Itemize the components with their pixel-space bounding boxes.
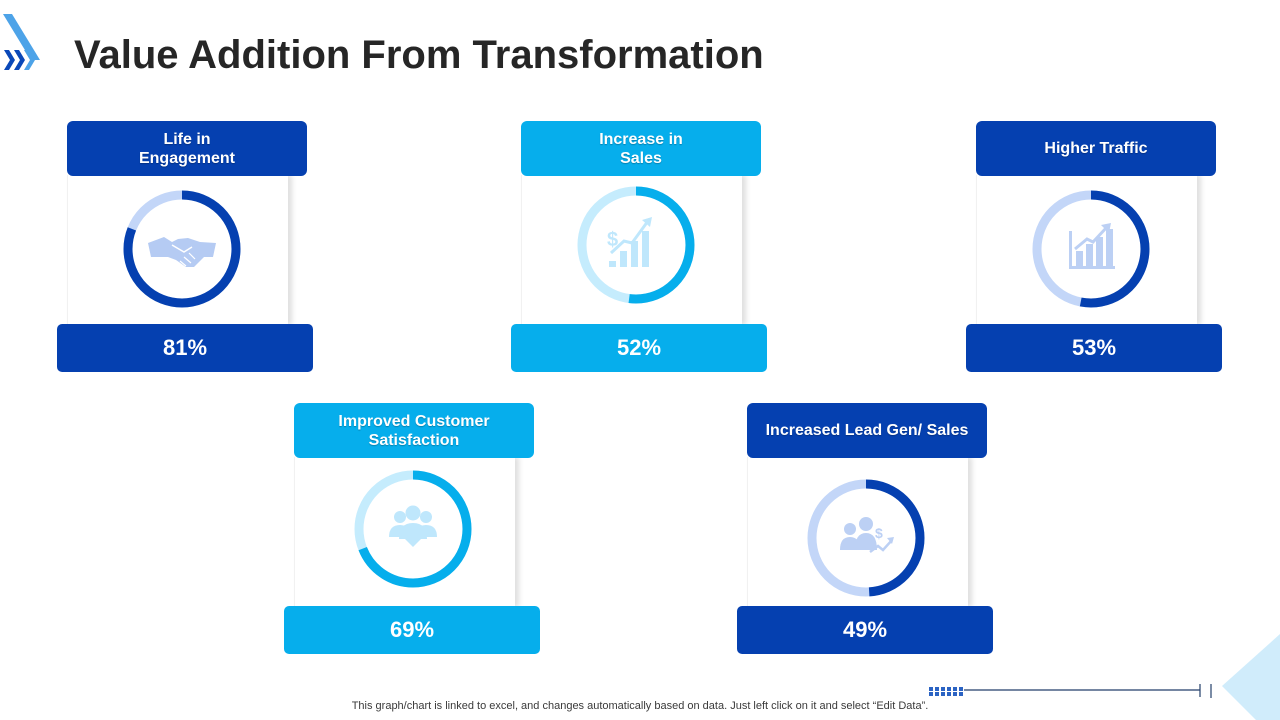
donut-value-arc xyxy=(807,479,925,597)
donut-value-arc xyxy=(123,190,241,308)
svg-text:$: $ xyxy=(607,229,618,251)
card-value: 49% xyxy=(737,606,993,654)
metric-card-life-in-engagement: Life in Engagement 81% xyxy=(57,121,313,373)
footnote: This graph/chart is linked to excel, and… xyxy=(351,700,929,712)
donut-chart xyxy=(123,190,241,308)
donut-chart: $ xyxy=(807,479,925,597)
dollar-growth-chart-icon: $ xyxy=(607,217,652,267)
handshake-icon xyxy=(148,237,216,267)
decorative-rule xyxy=(929,684,1212,698)
card-value: 69% xyxy=(284,606,540,654)
card-value: 53% xyxy=(966,324,1222,372)
bar-chart-growth-icon xyxy=(1069,223,1115,269)
donut-chart xyxy=(354,470,472,588)
metric-card-increased-lead-gen-sales: Increased Lead Gen/ Sales $ 49% xyxy=(737,403,993,655)
customer-group-icon xyxy=(389,505,437,547)
metric-card-improved-customer-satisfaction: Improved Customer Satisfaction 69% xyxy=(284,403,540,655)
donut-chart: $ xyxy=(577,186,695,304)
card-header: Increase in Sales xyxy=(521,121,761,176)
donut-value-arc xyxy=(354,470,472,588)
lead-gen-people-icon: $ xyxy=(840,517,894,553)
card-value: 52% xyxy=(511,324,767,372)
card-header: Life in Engagement xyxy=(67,121,307,176)
donut-chart xyxy=(1032,190,1150,308)
chevron-double-icon xyxy=(3,14,40,70)
card-value: 81% xyxy=(57,324,313,372)
page-title: Value Addition From Transformation xyxy=(74,33,764,77)
corner-decoration xyxy=(1222,634,1280,720)
donut-value-arc xyxy=(577,186,695,304)
donut-value-arc xyxy=(1032,190,1150,308)
card-header: Higher Traffic xyxy=(976,121,1216,176)
metric-card-higher-traffic: Higher Traffic 53% xyxy=(966,121,1222,373)
svg-text:$: $ xyxy=(875,525,883,541)
card-header: Increased Lead Gen/ Sales xyxy=(747,403,987,458)
metric-card-increase-in-sales: Increase in Sales $ 52% xyxy=(511,121,767,373)
card-header: Improved Customer Satisfaction xyxy=(294,403,534,458)
